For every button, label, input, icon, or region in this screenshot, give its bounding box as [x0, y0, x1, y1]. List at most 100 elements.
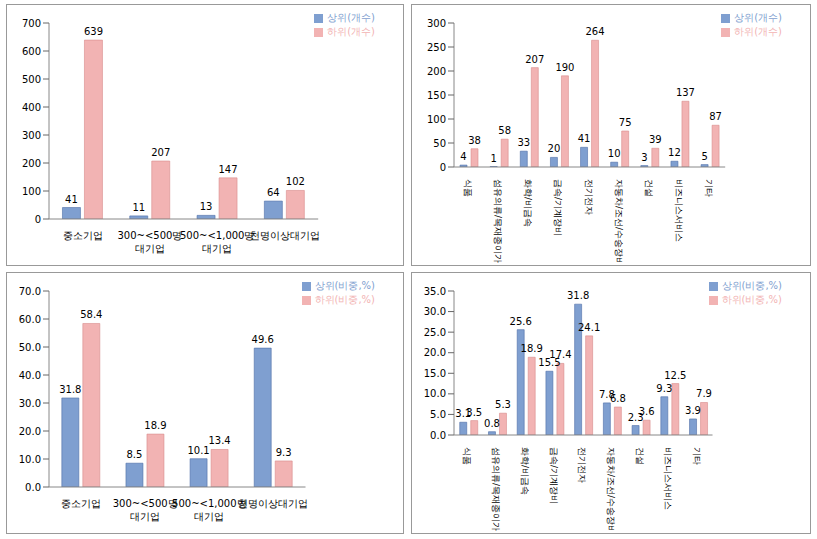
svg-text:250: 250: [427, 42, 446, 53]
svg-text:금속/기계장비: 금속/기계장비: [553, 179, 563, 236]
svg-text:천명이상대기업: 천명이상대기업: [238, 498, 308, 509]
svg-text:13.4: 13.4: [208, 435, 230, 446]
svg-text:0.0: 0.0: [430, 430, 446, 441]
svg-text:자동차/조선/수송장비: 자동차/조선/수송장비: [614, 179, 624, 263]
svg-text:기타: 기타: [692, 447, 702, 465]
svg-text:31.8: 31.8: [567, 290, 589, 301]
svg-text:비즈니스서비스: 비즈니스서비스: [674, 179, 684, 242]
svg-text:31.8: 31.8: [59, 384, 81, 395]
svg-text:30.0: 30.0: [19, 398, 41, 409]
svg-text:13: 13: [200, 201, 213, 212]
svg-text:102: 102: [286, 176, 305, 187]
svg-text:9.3: 9.3: [656, 383, 672, 394]
svg-text:0: 0: [440, 162, 446, 173]
svg-text:87: 87: [709, 111, 722, 122]
svg-text:207: 207: [525, 54, 544, 65]
svg-text:500~<1,000명대기업: 500~<1,000명대기업: [180, 230, 254, 254]
svg-text:5.3: 5.3: [495, 399, 511, 410]
svg-text:0: 0: [35, 214, 41, 225]
svg-text:100: 100: [22, 186, 41, 197]
svg-text:4: 4: [460, 151, 466, 162]
svg-text:12.5: 12.5: [664, 370, 686, 381]
svg-text:5: 5: [701, 151, 707, 162]
svg-text:1: 1: [490, 153, 496, 164]
svg-text:639: 639: [84, 26, 103, 37]
svg-text:25.0: 25.0: [424, 327, 446, 338]
svg-text:중소기업: 중소기업: [63, 230, 103, 241]
svg-text:섬유의류/목재종이가구: 섬유의류/목재종이가구: [493, 179, 503, 263]
svg-text:식품: 식품: [462, 447, 472, 465]
svg-text:0.0: 0.0: [25, 482, 41, 493]
svg-text:500~<1,000명대기업: 500~<1,000명대기업: [172, 498, 246, 522]
svg-text:18.9: 18.9: [521, 343, 543, 354]
svg-text:10.1: 10.1: [187, 445, 209, 456]
svg-text:75: 75: [619, 117, 632, 128]
svg-text:30.0: 30.0: [424, 306, 446, 317]
svg-text:39: 39: [649, 134, 662, 145]
svg-text:화학/비금속: 화학/비금속: [523, 179, 533, 227]
svg-text:300~<500명대기업: 300~<500명대기업: [113, 498, 178, 522]
svg-text:20: 20: [548, 143, 561, 154]
svg-text:7.9: 7.9: [696, 388, 712, 399]
svg-text:섬유의류/목재종이가구: 섬유의류/목재종이가구: [491, 447, 501, 531]
svg-text:20.0: 20.0: [424, 347, 446, 358]
svg-text:100: 100: [427, 114, 446, 125]
svg-text:70.0: 70.0: [19, 286, 41, 297]
svg-text:38: 38: [468, 135, 481, 146]
svg-text:50.0: 50.0: [19, 342, 41, 353]
svg-text:147: 147: [219, 164, 238, 175]
svg-text:6.8: 6.8: [610, 393, 626, 404]
svg-text:64: 64: [267, 187, 280, 198]
svg-text:화학/비금속: 화학/비금속: [520, 447, 530, 495]
svg-text:8.5: 8.5: [127, 449, 143, 460]
svg-text:비즈니스서비스: 비즈니스서비스: [663, 447, 673, 510]
svg-text:600: 600: [22, 46, 41, 57]
svg-text:200: 200: [427, 66, 446, 77]
svg-text:3.9: 3.9: [685, 405, 701, 416]
svg-text:300~<500명대기업: 300~<500명대기업: [117, 230, 182, 254]
svg-text:전기전자: 전기전자: [577, 447, 587, 483]
svg-text:400: 400: [22, 102, 41, 113]
svg-text:식품: 식품: [463, 179, 473, 197]
svg-text:58: 58: [498, 125, 511, 136]
svg-text:9.3: 9.3: [276, 447, 292, 458]
svg-text:중소기업: 중소기업: [61, 498, 101, 509]
svg-text:500: 500: [22, 74, 41, 85]
svg-text:50: 50: [433, 138, 446, 149]
svg-text:137: 137: [676, 87, 695, 98]
svg-text:18.9: 18.9: [144, 420, 166, 431]
svg-text:300: 300: [22, 130, 41, 141]
svg-text:40.0: 40.0: [19, 370, 41, 381]
svg-text:150: 150: [427, 90, 446, 101]
svg-text:700: 700: [22, 18, 41, 29]
svg-text:10.0: 10.0: [19, 454, 41, 465]
svg-text:건설: 건설: [635, 447, 645, 465]
svg-text:5.0: 5.0: [430, 409, 446, 420]
svg-text:0.8: 0.8: [484, 418, 500, 429]
svg-text:300: 300: [427, 18, 446, 29]
svg-text:기타: 기타: [704, 179, 714, 197]
svg-text:60.0: 60.0: [19, 314, 41, 325]
svg-text:3.6: 3.6: [639, 406, 655, 417]
svg-text:12: 12: [668, 147, 681, 158]
svg-text:10: 10: [608, 148, 621, 159]
svg-text:17.4: 17.4: [549, 349, 571, 360]
svg-text:10.0: 10.0: [424, 388, 446, 399]
svg-text:33: 33: [517, 137, 530, 148]
svg-text:20.0: 20.0: [19, 426, 41, 437]
svg-text:25.6: 25.6: [510, 316, 532, 327]
svg-text:41: 41: [578, 133, 591, 144]
svg-text:35.0: 35.0: [424, 286, 446, 297]
svg-text:41: 41: [65, 194, 78, 205]
svg-text:자동차/조선/수송장비: 자동차/조선/수송장비: [606, 447, 616, 531]
svg-text:190: 190: [555, 62, 574, 73]
svg-text:24.1: 24.1: [578, 322, 600, 333]
svg-text:200: 200: [22, 158, 41, 169]
svg-text:3.5: 3.5: [466, 407, 482, 418]
svg-text:264: 264: [586, 26, 605, 37]
svg-text:58.4: 58.4: [80, 309, 102, 320]
svg-text:15.0: 15.0: [424, 368, 446, 379]
svg-text:49.6: 49.6: [252, 334, 274, 345]
svg-text:전기전자: 전기전자: [584, 179, 594, 215]
svg-text:207: 207: [151, 147, 170, 158]
